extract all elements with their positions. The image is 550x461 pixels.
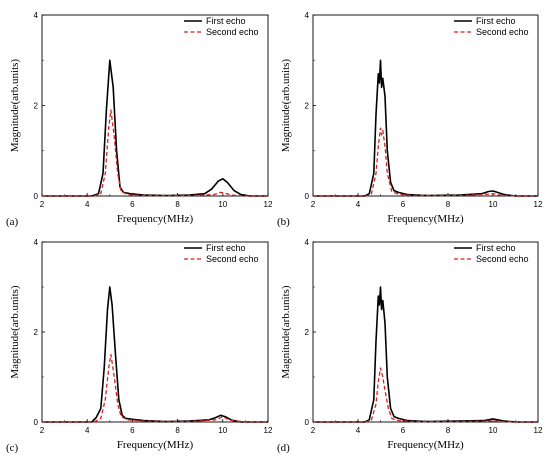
y-axis-label: Magnitude(arb.units) (9, 285, 21, 379)
y-tick-label: 0 (305, 418, 310, 427)
x-tick-label: 10 (218, 426, 227, 435)
x-tick-label: 8 (446, 426, 451, 435)
x-tick-label: 2 (311, 426, 316, 435)
y-tick-label: 0 (34, 418, 39, 427)
x-tick-label: 2 (311, 200, 316, 209)
x-tick-label: 10 (218, 200, 227, 209)
x-tick-label: 4 (356, 426, 361, 435)
legend-entry: Second echo (206, 27, 259, 37)
y-tick-label: 2 (34, 102, 39, 111)
y-axis-label: Magnitude(arb.units) (280, 59, 292, 153)
x-axis-label: Frequency(MHz) (117, 439, 194, 451)
x-tick-label: 8 (175, 200, 180, 209)
y-tick-label: 4 (34, 11, 39, 20)
plot-frame (312, 14, 539, 197)
series-line-second-echo (42, 353, 268, 423)
series-line-first-echo (42, 286, 268, 423)
series-line-first-echo (313, 59, 538, 197)
x-tick-label: 8 (446, 200, 451, 209)
y-axis-label: Magnitude(arb.units) (280, 285, 292, 379)
y-tick-label: 2 (34, 328, 39, 337)
plot-frame (41, 241, 269, 423)
x-tick-label: 2 (40, 426, 45, 435)
x-tick-label: 6 (401, 200, 406, 209)
series-line-second-echo (313, 367, 538, 423)
legend-entry: First echo (476, 243, 516, 253)
series-line-first-echo (313, 286, 538, 423)
x-tick-label: 2 (40, 200, 45, 209)
x-tick-label: 12 (264, 426, 273, 435)
chart-panel-4: 2 4 6 8 10 12024Frequency(MHz)Magnitude(arb.u… (277, 238, 543, 454)
x-tick-label: 4 (356, 200, 361, 209)
y-tick-label: 0 (305, 192, 310, 201)
x-tick-label: 12 (534, 200, 543, 209)
legend-entry: Second echo (206, 254, 259, 264)
x-axis-label: Frequency(MHz) (117, 213, 194, 225)
series-line-second-echo (313, 127, 538, 197)
x-axis-label: Frequency(MHz) (387, 439, 464, 451)
y-tick-label: 4 (305, 11, 310, 20)
x-tick-label: 12 (264, 200, 273, 209)
chart-panel-3: 2 4 6 8 10 12024Frequency(MHz)Magnitude(arb.u… (6, 238, 273, 454)
legend-entry: First echo (206, 16, 246, 26)
x-tick-label: 6 (130, 426, 135, 435)
y-tick-label: 2 (305, 102, 310, 111)
y-tick-label: 2 (305, 328, 310, 337)
panel-label: (b) (277, 216, 290, 228)
x-tick-label: 12 (534, 426, 543, 435)
x-tick-label: 6 (401, 426, 406, 435)
series-line-second-echo (42, 109, 268, 197)
y-tick-label: 4 (34, 238, 39, 247)
plot-frame (41, 14, 269, 197)
y-tick-label: 4 (305, 238, 310, 247)
y-axis-label: Magnitude(arb.units) (9, 59, 21, 153)
chart-panel-2: 2 4 6 8 10 12024Frequency(MHz)Magnitude(arb.u… (277, 11, 543, 228)
panel-label: (c) (6, 442, 19, 454)
x-tick-label: 10 (489, 200, 498, 209)
legend-entry: Second echo (476, 254, 529, 264)
chart-panel-1: 2 4 6 8 10 12024Frequency(MHz)Magnitude(arb.u… (6, 11, 273, 228)
series-line-first-echo (42, 59, 268, 197)
panel-label: (d) (277, 442, 290, 454)
panel-label: (a) (6, 216, 19, 228)
x-axis-label: Frequency(MHz) (387, 213, 464, 225)
y-tick-label: 0 (34, 192, 39, 201)
x-tick-label: 4 (85, 200, 90, 209)
x-tick-label: 4 (85, 426, 90, 435)
legend-entry: First echo (206, 243, 246, 253)
legend-entry: First echo (476, 16, 516, 26)
plot-frame (312, 241, 539, 423)
x-tick-label: 8 (175, 426, 180, 435)
legend-entry: Second echo (476, 27, 529, 37)
x-tick-label: 6 (130, 200, 135, 209)
x-tick-label: 10 (489, 426, 498, 435)
